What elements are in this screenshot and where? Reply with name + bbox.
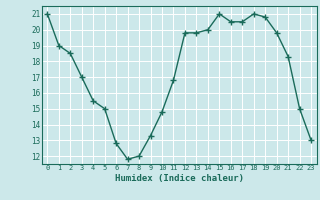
X-axis label: Humidex (Indice chaleur): Humidex (Indice chaleur)	[115, 174, 244, 183]
